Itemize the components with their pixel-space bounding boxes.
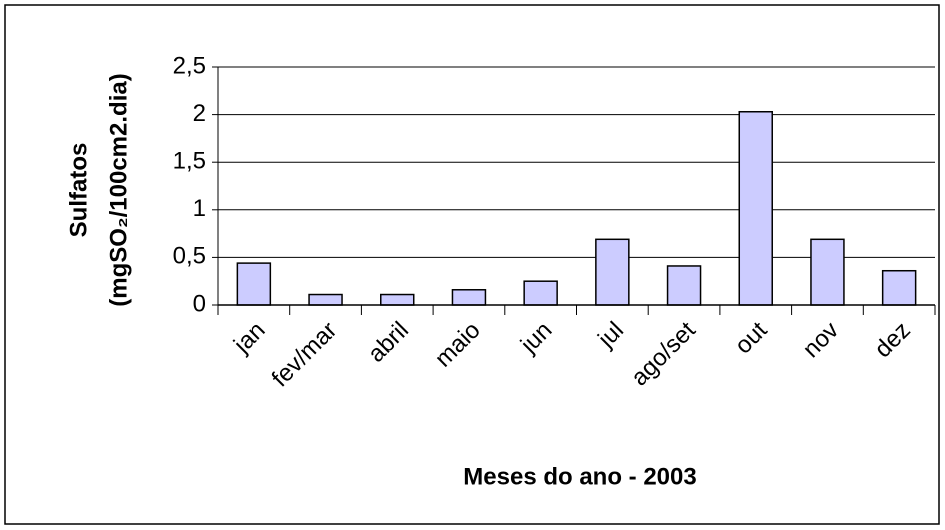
y-axis-title: Sulfatos (mgSO₂/100cm2.dia) (65, 73, 132, 306)
bar (738, 110, 773, 306)
y-tick-label: 0 (193, 290, 206, 317)
bar (881, 269, 917, 306)
bar (380, 293, 415, 306)
bar (595, 238, 630, 306)
bar (451, 289, 487, 306)
chart-border (4, 4, 940, 525)
bar (308, 293, 343, 306)
y-tick-label: 0,5 (173, 243, 206, 270)
y-tick-label: 2,5 (173, 52, 206, 79)
bar (666, 265, 702, 306)
y-tick-label: 1,5 (173, 148, 206, 175)
y-axis-title-line: Sulfatos (65, 143, 92, 238)
y-tick-label: 1 (193, 195, 206, 222)
bar (236, 262, 272, 306)
bar (523, 280, 558, 306)
y-axis-title-line: (mgSO₂/100cm2.dia) (105, 73, 132, 306)
y-tick-label: 2 (193, 100, 206, 127)
x-axis-title: Meses do ano - 2003 (463, 463, 696, 490)
bar (810, 238, 845, 306)
